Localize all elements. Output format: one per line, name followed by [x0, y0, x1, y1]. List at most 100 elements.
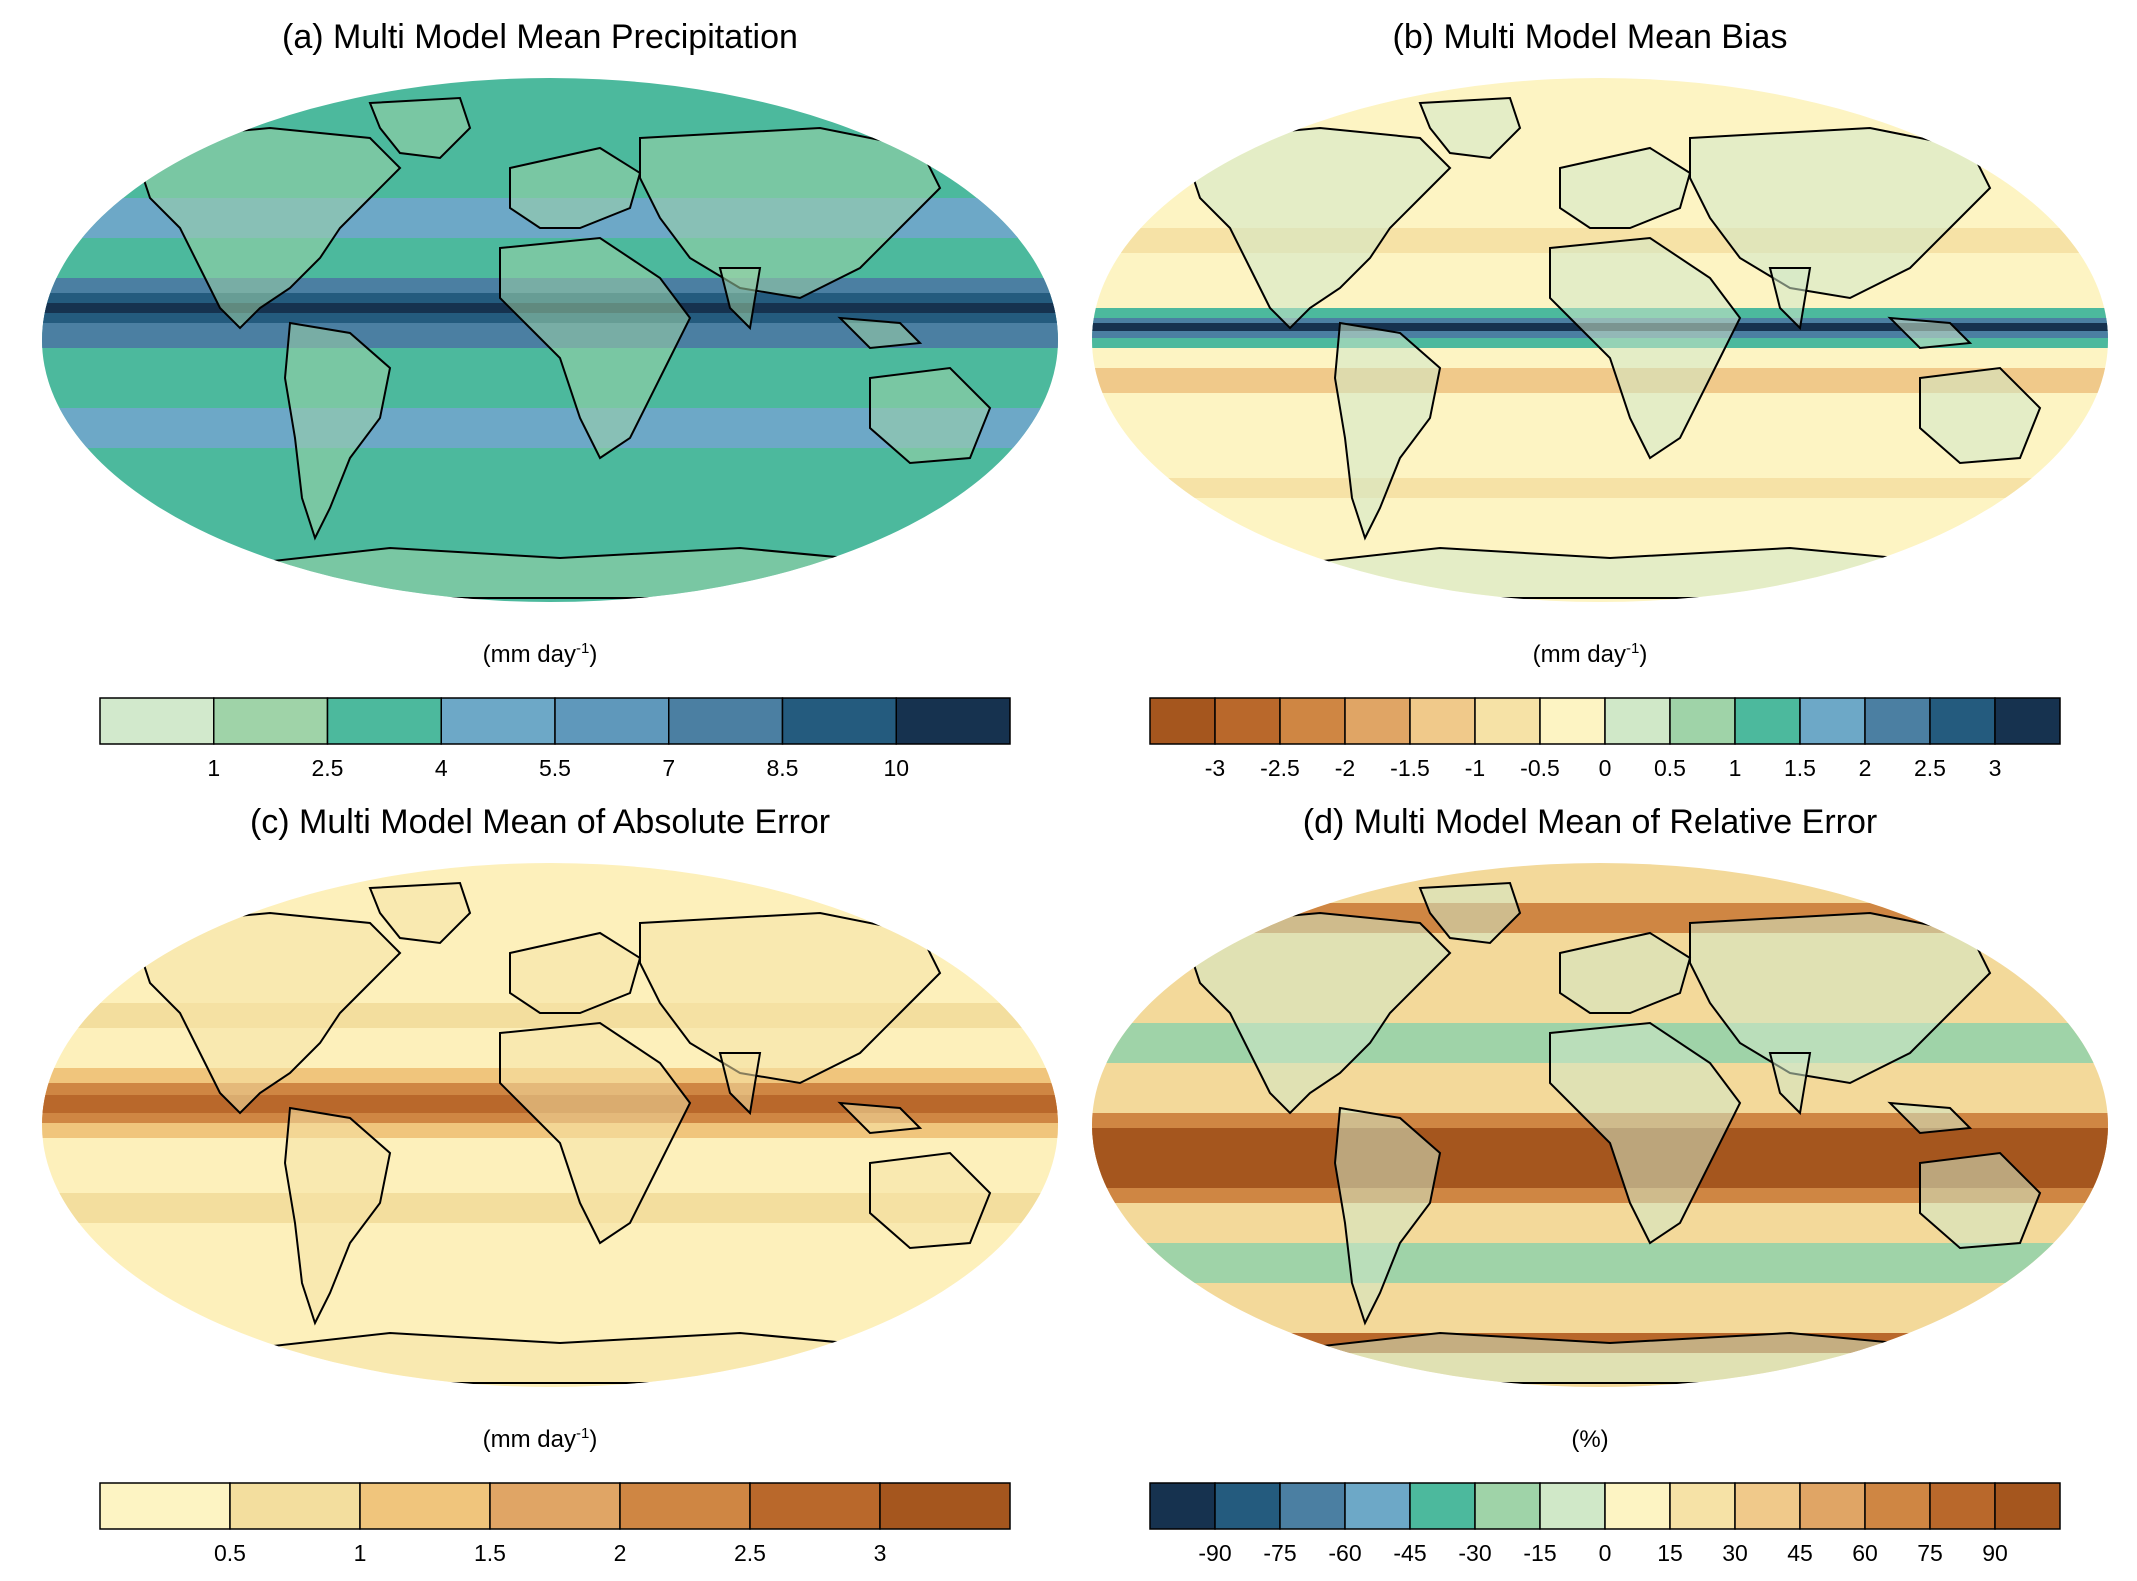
colorbar-tick-label: -15 — [1523, 1540, 1556, 1565]
africa-outline — [499, 236, 692, 460]
south-america-outline — [1333, 1106, 1442, 1326]
australia-outline — [1919, 366, 2042, 465]
colorbar-tick-label: -3 — [1205, 755, 1225, 780]
colorbar-swatch — [1344, 697, 1411, 745]
north-america-outline — [1188, 911, 1452, 1115]
panel-title: (d) Multi Model Mean of Relative Error — [1302, 803, 1878, 841]
panel-title: (a) Multi Model Mean Precipitation — [282, 18, 798, 56]
colorbar-tick-label: 0.5 — [1654, 755, 1686, 780]
colorbar-tick-label: 7 — [662, 755, 675, 780]
colorbar-unit-label: (mm day-1) — [20, 640, 1060, 669]
colorbar-unit-label: (%) — [1070, 1425, 2110, 1454]
colorbar-tick-label: -0.5 — [1520, 755, 1560, 780]
colorbar-tick-label: 2 — [1859, 755, 1872, 780]
unit-prefix: (% — [1571, 1426, 1601, 1453]
colorbar-swatch — [554, 697, 670, 745]
colorbar-swatch — [1279, 1482, 1346, 1530]
field-band — [1092, 903, 2108, 933]
colorbar-tick-label: 60 — [1852, 1540, 1878, 1565]
colorbar-tick-label: 1 — [354, 1540, 367, 1565]
colorbar-tick-label: -45 — [1393, 1540, 1426, 1565]
colorbar: 0.5 1 1.5 2 2.5 3 — [99, 1482, 1011, 1565]
india-outline — [1768, 1052, 1812, 1116]
colorbar: -90 -75 -60 -45 -30 -15 0 15 30 45 60 75 90 — [1149, 1482, 2061, 1565]
colorbar-tick-label: -75 — [1263, 1540, 1296, 1565]
colorbar-tick-label: 3 — [874, 1540, 887, 1565]
map-field — [1092, 863, 2108, 1387]
colorbar-unit-label: (mm day-1) — [1070, 640, 2110, 669]
greenland-outline — [1418, 96, 1522, 160]
colorbar-tick-label: 10 — [883, 755, 909, 780]
colorbar-swatch — [1149, 1482, 1216, 1530]
colorbar-tick-label: 5.5 — [539, 755, 571, 780]
north-america-outline — [138, 126, 402, 330]
field-band — [1092, 478, 2108, 498]
map — [42, 78, 1058, 602]
colorbar-swatch — [1539, 1482, 1606, 1530]
maritime-continent-outline — [837, 1101, 923, 1135]
south-america-outline — [283, 321, 392, 541]
colorbar-swatch — [619, 1482, 751, 1530]
panel-title: (c) Multi Model Mean of Absolute Error — [249, 803, 831, 841]
colorbar-unit-label: (mm day-1) — [20, 1425, 1060, 1454]
unit-prefix: (mm day — [482, 1426, 576, 1453]
colorbar-tick-label: -90 — [1198, 1540, 1231, 1565]
map — [42, 863, 1058, 1387]
africa-outline — [1549, 1021, 1742, 1245]
india-outline — [718, 1052, 762, 1116]
map — [1092, 78, 2108, 602]
field-band — [1092, 1243, 2108, 1283]
colorbar-swatch — [749, 1482, 881, 1530]
north-america-outline — [138, 911, 402, 1115]
colorbar-swatch — [440, 697, 556, 745]
colorbar-tick-label: 2.5 — [1914, 755, 1946, 780]
colorbar-swatch — [359, 1482, 491, 1530]
colorbar-tick-label: 2.5 — [734, 1540, 766, 1565]
unit-suffix: ) — [1639, 641, 1648, 668]
panel-b: (b) Multi Model Mean Bias (mm day-1) -3-… — [1070, 0, 2110, 785]
colorbar-swatch — [1799, 1482, 1866, 1530]
unit-prefix: (mm day — [482, 641, 576, 668]
south-america-outline — [1333, 321, 1442, 541]
australia-outline — [869, 1151, 992, 1250]
greenland-outline — [1418, 881, 1522, 945]
europe-outline — [1559, 931, 1692, 1014]
maritime-continent-outline — [1887, 1101, 1973, 1135]
colorbar-tick-label: 2 — [614, 1540, 627, 1565]
colorbar-swatch — [1604, 1482, 1671, 1530]
colorbar-swatch — [1734, 1482, 1801, 1530]
colorbar: -3 -2.5 -2 -1.5 -1 -0.5 0 0.5 1 1.5 2 2.5 3 — [1149, 697, 2061, 780]
colorbar-swatch — [229, 1482, 361, 1530]
colorbar-swatch — [1539, 697, 1606, 745]
colorbar-tick-label: 1.5 — [474, 1540, 506, 1565]
colorbar-tick-label: 4 — [435, 755, 448, 780]
colorbar-tick-label: 1 — [207, 755, 220, 780]
greenland-outline — [368, 881, 472, 945]
colorbar-swatch — [1669, 1482, 1736, 1530]
south-america-outline — [283, 1106, 392, 1326]
colorbar-tick-label: -1 — [1465, 755, 1485, 780]
panel-d: (d) Multi Model Mean of Relative Error (… — [1070, 785, 2110, 1570]
colorbar-tick-label: 30 — [1722, 1540, 1748, 1565]
europe-outline — [1559, 146, 1692, 229]
europe-outline — [509, 931, 642, 1014]
map-field — [1092, 78, 2108, 602]
colorbar-tick-label: -1.5 — [1390, 755, 1430, 780]
unit-sup: -1 — [576, 1425, 590, 1442]
colorbar-tick-label: 15 — [1657, 1540, 1683, 1565]
colorbar-swatch — [1604, 697, 1671, 745]
africa-outline — [1549, 236, 1742, 460]
unit-suffix: ) — [589, 1426, 598, 1453]
africa-outline — [499, 1021, 692, 1245]
colorbar-swatch — [99, 1482, 231, 1530]
colorbar-tick-label: -30 — [1458, 1540, 1491, 1565]
colorbar-swatch — [1344, 1482, 1411, 1530]
colorbar-swatch — [1279, 697, 1346, 745]
colorbar: 1 2.5 4 5.5 7 8.5 10 — [99, 697, 1011, 780]
maritime-continent-outline — [1887, 316, 1973, 350]
india-outline — [718, 267, 762, 331]
colorbar-swatch — [1929, 1482, 1996, 1530]
panel-a: (a) Multi Model Mean Precipitation (mm d… — [20, 0, 1060, 785]
unit-suffix: ) — [589, 641, 598, 668]
colorbar-swatch — [489, 1482, 621, 1530]
